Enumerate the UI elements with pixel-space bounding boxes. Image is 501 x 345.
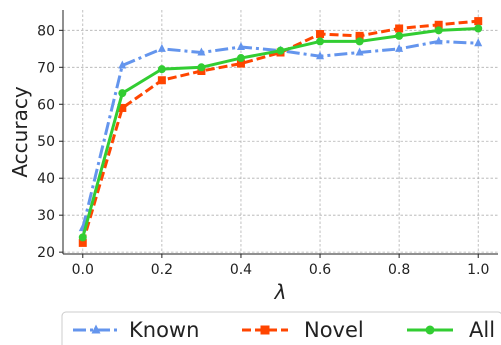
- x-tick-label: 0.2: [151, 262, 173, 278]
- y-tick-label: 80: [37, 23, 55, 39]
- legend-marker: [260, 325, 270, 335]
- all-point: [118, 89, 127, 98]
- grid-lines: [63, 10, 498, 254]
- legend-marker: [425, 325, 435, 335]
- tick-labels: 0.0 0.2 0.4 0.6 0.8 1.0 20 30 40 50 60 70 80: [37, 23, 489, 278]
- y-tick-label: 20: [37, 245, 55, 261]
- all-line: [81, 26, 479, 238]
- known-point: [395, 43, 404, 52]
- all-point: [355, 37, 364, 46]
- y-axis-label: Accuracy: [8, 86, 32, 177]
- x-tick-label: 0.0: [72, 262, 94, 278]
- legend-label: Known: [129, 318, 199, 342]
- novel-point: [355, 31, 364, 40]
- axes: [59, 10, 498, 258]
- x-axis-label: λ: [274, 280, 287, 304]
- all-point: [276, 46, 285, 55]
- novel-point: [78, 238, 87, 247]
- x-tick-label: 0.4: [230, 262, 252, 278]
- known-point: [118, 60, 127, 69]
- x-tick-label: 1.0: [467, 262, 489, 278]
- novel-point: [395, 24, 404, 33]
- all-point: [78, 233, 87, 242]
- known-point: [434, 36, 443, 45]
- all-point: [434, 26, 443, 35]
- novel-point: [236, 59, 245, 68]
- legend-label: Novel: [304, 318, 364, 342]
- y-tick-label: 40: [37, 171, 55, 187]
- y-tick-label: 30: [37, 208, 55, 224]
- y-tick-label: 60: [37, 97, 55, 113]
- legend-label: All: [469, 318, 495, 342]
- series-known: [78, 36, 483, 232]
- x-tick-label: 0.6: [309, 262, 331, 278]
- novel-point: [434, 20, 443, 29]
- all-point: [395, 31, 404, 40]
- known-point: [474, 38, 483, 47]
- all-point: [236, 54, 245, 63]
- legend: Known Novel All: [61, 311, 501, 345]
- series-all: [78, 24, 483, 242]
- novel-point: [118, 103, 127, 112]
- all-point: [474, 24, 483, 33]
- all-point: [316, 37, 325, 46]
- known-point: [157, 43, 166, 52]
- novel-point: [474, 17, 483, 26]
- series-group: [78, 17, 483, 247]
- known-point: [355, 47, 364, 56]
- y-tick-label: 70: [37, 60, 55, 76]
- known-point: [197, 47, 206, 56]
- novel-line: [81, 19, 479, 244]
- known-point: [316, 51, 325, 60]
- legend-item-all: All: [407, 318, 495, 342]
- x-tick-label: 0.8: [388, 262, 410, 278]
- novel-point: [316, 30, 325, 39]
- y-tick-label: 50: [37, 134, 55, 150]
- known-line: [81, 39, 479, 229]
- known-point: [236, 41, 245, 50]
- all-point: [197, 63, 206, 72]
- legend-item-known: Known: [73, 318, 199, 342]
- all-point: [157, 65, 166, 74]
- novel-point: [157, 76, 166, 85]
- legend-item-novel: Novel: [242, 318, 364, 342]
- legend-marker: [91, 324, 101, 334]
